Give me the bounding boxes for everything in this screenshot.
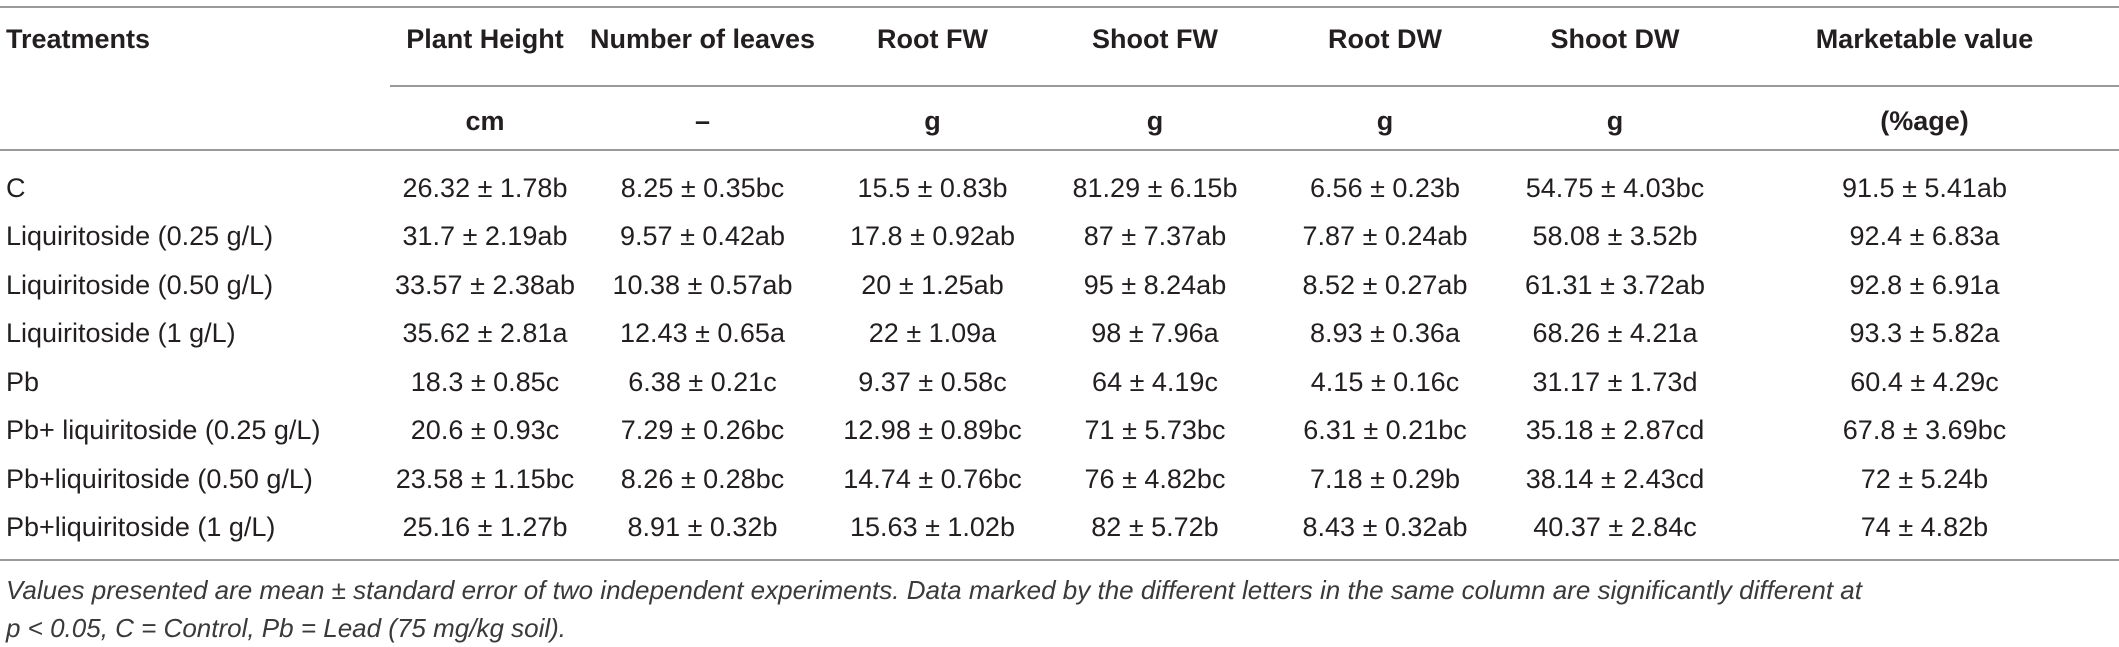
table-cell: 14.74 ± 0.76bc [843, 463, 1022, 494]
table-cell: 76 ± 4.82bc [1084, 463, 1226, 494]
table-cell: 26.32 ± 1.78b [402, 172, 568, 203]
table-cell: 74 ± 4.82b [1860, 512, 1989, 543]
table-cell: 60.4 ± 4.29c [1850, 366, 1999, 397]
table-cell: 8.91 ± 0.32b [627, 512, 778, 543]
treatment-cell: C [6, 172, 26, 203]
table-cell: 12.98 ± 0.89bc [843, 415, 1022, 446]
column-header: Marketable value [1815, 23, 2034, 54]
table-cell: 91.5 ± 5.41ab [1842, 172, 2007, 203]
table-cell: 71 ± 5.73bc [1084, 415, 1226, 446]
table-cell: 7.87 ± 0.24ab [1302, 221, 1468, 252]
treatment-cell: Pb [6, 366, 40, 397]
footnote-line: p < 0.05, C = Control, Pb = Lead (75 mg/… [6, 613, 567, 643]
table-cell: 58.08 ± 3.52b [1532, 221, 1698, 252]
table-cell: 9.57 ± 0.42ab [620, 221, 785, 252]
table-cell: 38.14 ± 2.43cd [1525, 463, 1705, 494]
table-row: C 26.32 ± 1.78b 8.25 ± 0.35bc 15.5 ± 0.8… [0, 164, 2119, 213]
table-cell: 33.57 ± 2.38ab [395, 269, 575, 300]
column-header: Plant Height [406, 23, 564, 54]
table-cell: 40.37 ± 2.84c [1533, 512, 1697, 543]
table-footnote: Values presented are mean ± standard err… [6, 571, 2111, 647]
unit-cell: g [1376, 105, 1394, 136]
table-cell: 82 ± 5.72b [1091, 512, 1219, 543]
table-cell: 93.3 ± 5.82a [1849, 318, 2000, 349]
table-cell: 8.25 ± 0.35bc [620, 172, 785, 203]
table-cell: 35.62 ± 2.81a [402, 318, 568, 349]
table-cell: 6.38 ± 0.21c [628, 366, 777, 397]
treatment-cell: Liquiritoside (0.25 g/L) [6, 221, 274, 252]
table-cell: 8.52 ± 0.27ab [1302, 269, 1468, 300]
table-cell: 12.43 ± 0.65a [620, 318, 785, 349]
table-cell: 68.26 ± 4.21a [1532, 318, 1698, 349]
table-cell: 8.93 ± 0.36a [1310, 318, 1460, 349]
unit-cell: g [1606, 105, 1624, 136]
table-cell: 8.43 ± 0.32ab [1302, 512, 1468, 543]
treatment-cell: Pb+liquiritoside (1 g/L) [6, 512, 276, 543]
units-row: cm – g g g g (%age) [0, 86, 2119, 150]
table-cell: 22 ± 1.09a [868, 318, 997, 349]
table-cell: 54.75 ± 4.03bc [1525, 172, 1705, 203]
table-cell: 31.7 ± 2.19ab [402, 221, 568, 252]
table-cell: 25.16 ± 1.27b [402, 512, 568, 543]
table-cell: 4.15 ± 0.16c [1310, 366, 1460, 397]
table-cell: 95 ± 8.24ab [1083, 269, 1227, 300]
column-header: Number of leaves [589, 23, 816, 54]
table-cell: 61.31 ± 3.72ab [1525, 269, 1705, 300]
table-cell: 87 ± 7.37ab [1083, 221, 1227, 252]
table-cell: 67.8 ± 3.69bc [1842, 415, 2007, 446]
column-header: Shoot FW [1092, 23, 1218, 54]
table-cell: 98 ± 7.96a [1091, 318, 1219, 349]
treatment-cell: Liquiritoside (1 g/L) [6, 318, 236, 349]
unit-cell: g [924, 105, 941, 136]
unit-cell: cm [465, 105, 505, 136]
table-cell: 18.3 ± 0.85c [410, 366, 560, 397]
table-cell: 6.56 ± 0.23b [1310, 172, 1460, 203]
table-cell: 31.17 ± 1.73d [1532, 366, 1698, 397]
unit-cell [0, 86, 390, 150]
table-cell: 7.29 ± 0.26bc [620, 415, 785, 446]
unit-cell: (%age) [1880, 105, 1969, 136]
table-cell: 10.38 ± 0.57ab [612, 269, 793, 300]
unit-cell: – [694, 105, 711, 136]
table-row: Pb+ liquiritoside (0.25 g/L) 20.6 ± 0.93… [0, 407, 2119, 456]
column-header: Treatments [6, 23, 151, 54]
table-cell: 23.58 ± 1.15bc [395, 463, 575, 494]
table-row: Liquiritoside (0.25 g/L) 31.7 ± 2.19ab 9… [0, 213, 2119, 262]
table-cell: 64 ± 4.19c [1092, 366, 1218, 397]
treatment-cell: Pb+ liquiritoside (0.25 g/L) [6, 415, 321, 446]
table-cell: 35.18 ± 2.87cd [1525, 415, 1705, 446]
footnote-line: Values presented are mean ± standard err… [6, 575, 1862, 605]
table-cell: 17.8 ± 0.92ab [850, 221, 1015, 252]
units-divider-rule [390, 85, 2119, 87]
table-cell: 9.37 ± 0.58c [858, 366, 1007, 397]
table-top-rule [0, 6, 2119, 8]
table-cell: 72 ± 5.24b [1860, 463, 1989, 494]
column-header: Shoot DW [1550, 23, 1680, 54]
treatment-cell: Liquiritoside (0.50 g/L) [6, 269, 274, 300]
column-header: Root DW [1328, 23, 1442, 54]
table-row: Pb 18.3 ± 0.85c 6.38 ± 0.21c 9.37 ± 0.58… [0, 358, 2119, 407]
header-bottom-rule [0, 149, 2119, 151]
table-bottom-rule [0, 559, 2119, 561]
table-row: Liquiritoside (1 g/L) 35.62 ± 2.81a 12.4… [0, 310, 2119, 359]
table-cell: 15.5 ± 0.83b [857, 172, 1008, 203]
table-cell: 92.8 ± 6.91a [1849, 269, 2000, 300]
header-row: Treatments Plant Height Number of leaves… [0, 0, 2119, 86]
table-row: Pb+liquiritoside (1 g/L) 25.16 ± 1.27b 8… [0, 504, 2119, 553]
table-cell: 92.4 ± 6.83a [1849, 221, 2000, 252]
table-cell: 15.63 ± 1.02b [850, 512, 1015, 543]
unit-cell: g [1146, 105, 1164, 136]
table-row: Pb+liquiritoside (0.50 g/L) 23.58 ± 1.15… [0, 455, 2119, 504]
table-cell: 20 ± 1.25ab [861, 269, 1004, 300]
table-cell: 81.29 ± 6.15b [1072, 172, 1238, 203]
table-row: Liquiritoside (0.50 g/L) 33.57 ± 2.38ab … [0, 261, 2119, 310]
table-cell: 6.31 ± 0.21bc [1303, 415, 1467, 446]
treatment-cell: Pb+liquiritoside (0.50 g/L) [6, 463, 313, 494]
results-table: Treatments Plant Height Number of leaves… [0, 0, 2119, 553]
column-header: Root FW [877, 23, 988, 54]
table-cell: 20.6 ± 0.93c [410, 415, 560, 446]
table-cell: 8.26 ± 0.28bc [620, 463, 785, 494]
table-cell: 7.18 ± 0.29b [1310, 463, 1460, 494]
